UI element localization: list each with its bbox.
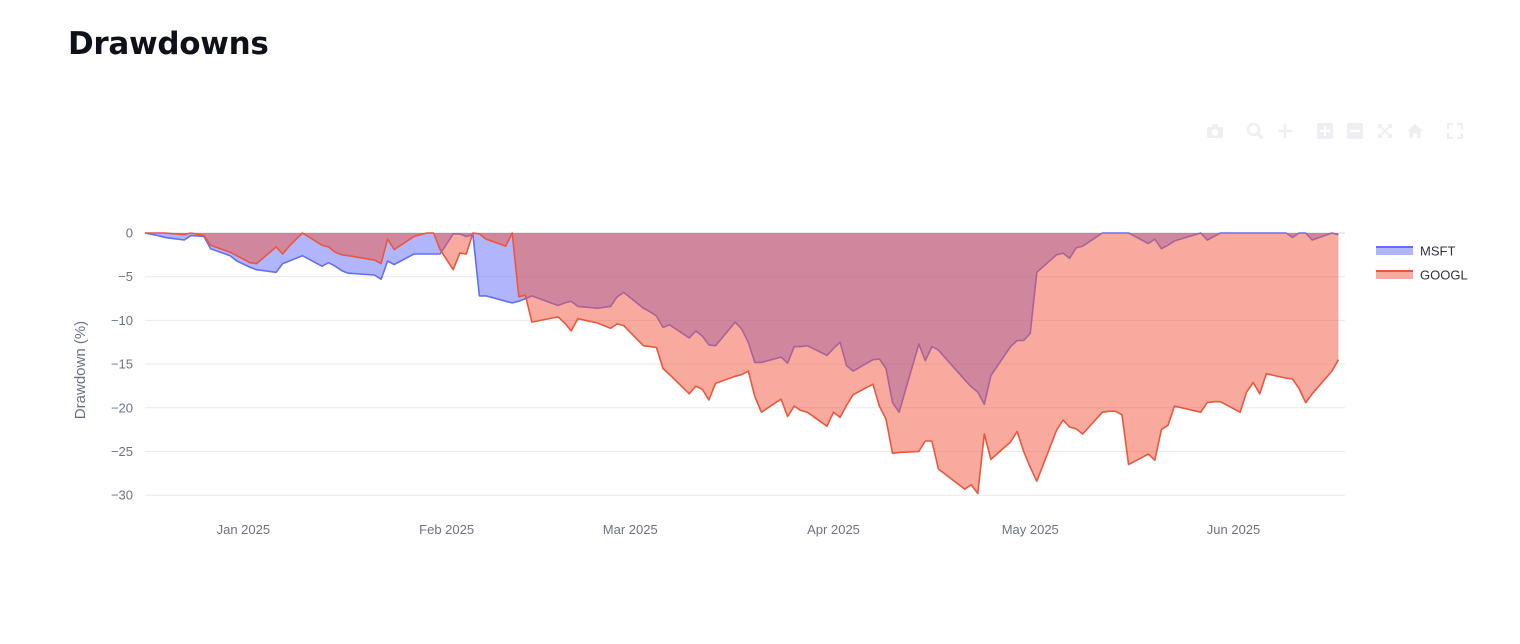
x-tick-label: May 2025 <box>1002 522 1059 537</box>
x-tick-label: Mar 2025 <box>603 522 658 537</box>
fullscreen-icon[interactable] <box>1444 118 1466 144</box>
autoscale-icon[interactable] <box>1374 118 1396 144</box>
y-tick-label: −15 <box>111 357 133 372</box>
y-tick-label: −25 <box>111 444 133 459</box>
series-areas <box>144 232 1340 495</box>
y-tick-label: −5 <box>118 269 133 284</box>
camera-icon[interactable] <box>1204 118 1226 144</box>
page-title: Drawdowns <box>68 26 269 62</box>
x-tick-label: Jun 2025 <box>1207 522 1261 537</box>
y-tick-label: −10 <box>111 313 133 328</box>
y-tick-label: −20 <box>111 400 133 415</box>
legend-swatch-msft[interactable] <box>1376 247 1413 255</box>
y-axis-ticks: 0 −5 −10 −15 −20 −25 −30 <box>111 226 133 503</box>
zoom-icon[interactable] <box>1244 118 1266 144</box>
home-icon[interactable] <box>1404 118 1426 144</box>
y-tick-label: −30 <box>111 488 133 503</box>
legend-label-msft[interactable]: MSFT <box>1420 244 1455 259</box>
x-tick-label: Jan 2025 <box>217 522 271 537</box>
legend: MSFT GOOGL <box>1376 244 1468 283</box>
x-axis-ticks: Jan 2025 Feb 2025 Mar 2025 Apr 2025 May 2025… <box>217 522 1261 537</box>
series-line-googl[interactable] <box>145 232 1340 495</box>
x-tick-label: Apr 2025 <box>807 522 860 537</box>
y-axis-title: Drawdown (%) <box>72 321 89 419</box>
legend-label-googl[interactable]: GOOGL <box>1420 268 1468 283</box>
pan-icon[interactable] <box>1274 118 1296 144</box>
y-tick-label: 0 <box>126 226 133 241</box>
zoom-out-icon[interactable] <box>1344 118 1366 144</box>
legend-swatch-googl[interactable] <box>1376 271 1413 279</box>
x-tick-label: Feb 2025 <box>419 522 474 537</box>
series-area-googl <box>145 233 1339 494</box>
zoom-in-icon[interactable] <box>1314 118 1336 144</box>
